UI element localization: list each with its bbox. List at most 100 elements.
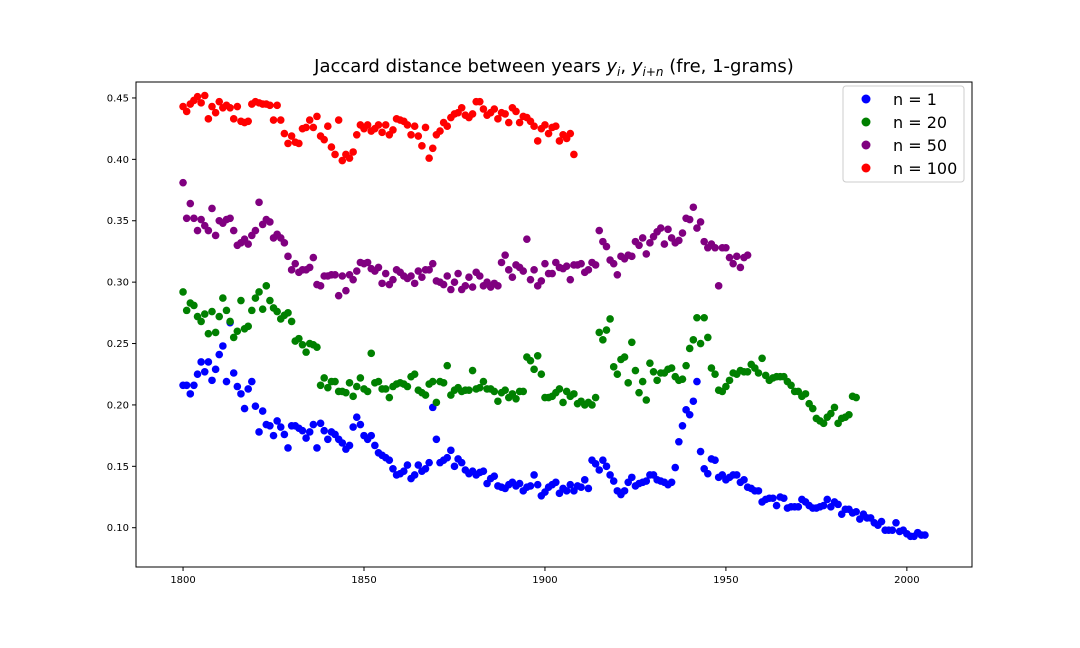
data-point — [465, 386, 473, 394]
data-point — [501, 386, 509, 394]
data-point — [287, 266, 296, 274]
data-point — [580, 476, 589, 484]
data-point — [620, 353, 629, 361]
data-point — [504, 266, 513, 274]
data-point — [501, 110, 509, 118]
data-point — [204, 358, 213, 366]
data-point — [638, 234, 647, 242]
data-point — [352, 382, 361, 391]
data-point — [182, 381, 191, 390]
data-point — [248, 377, 256, 386]
data-point — [421, 464, 430, 473]
data-point — [215, 350, 224, 359]
data-point — [248, 306, 256, 315]
data-point — [591, 393, 600, 402]
data-point — [834, 500, 842, 509]
data-point — [447, 285, 455, 294]
data-point — [363, 121, 372, 129]
data-point — [646, 359, 654, 367]
data-point — [729, 259, 737, 268]
data-point — [685, 410, 694, 419]
data-point — [613, 270, 622, 279]
data-point — [819, 419, 828, 428]
data-point — [599, 456, 607, 464]
data-point — [273, 101, 281, 110]
data-point — [696, 218, 705, 226]
data-point — [667, 478, 676, 487]
y-tick-label: 0.40 — [107, 155, 129, 166]
data-point — [646, 239, 654, 247]
data-point — [754, 487, 763, 495]
data-point — [566, 275, 575, 284]
data-point — [606, 471, 614, 479]
data-point — [519, 387, 528, 396]
x-tick-label: 1950 — [713, 575, 738, 586]
data-point — [921, 531, 929, 539]
data-point — [457, 103, 466, 112]
data-point — [476, 383, 484, 392]
data-point — [352, 413, 361, 422]
data-point — [211, 328, 220, 337]
data-point — [465, 273, 473, 282]
data-point — [342, 388, 350, 397]
data-point — [624, 379, 632, 387]
data-point — [428, 144, 437, 153]
data-point — [678, 229, 687, 237]
data-point — [302, 434, 310, 442]
data-point — [324, 122, 332, 130]
data-point — [892, 519, 900, 527]
data-point — [179, 178, 187, 187]
data-point — [443, 361, 452, 370]
data-point — [349, 423, 357, 431]
legend: n = 1 n = 20 n = 50 n = 100 — [842, 85, 965, 183]
data-point — [447, 446, 455, 455]
data-point — [316, 419, 325, 428]
data-point — [356, 374, 365, 382]
data-point — [410, 122, 419, 130]
data-point — [381, 269, 390, 278]
data-point — [819, 501, 828, 510]
data-point — [555, 385, 564, 393]
data-point — [338, 439, 347, 447]
data-point — [685, 215, 694, 224]
legend-label-n1: n = 1 — [893, 90, 937, 109]
data-point — [609, 477, 618, 485]
data-point — [208, 307, 216, 316]
data-point — [222, 306, 231, 315]
data-point — [367, 349, 376, 358]
data-point — [331, 377, 339, 386]
data-point — [490, 472, 499, 480]
data-point — [229, 333, 238, 342]
data-point — [240, 404, 249, 413]
data-point — [562, 487, 571, 495]
data-point — [226, 214, 234, 223]
data-point — [584, 266, 593, 274]
data-point — [533, 137, 542, 145]
x-tick-label: 2000 — [894, 575, 919, 586]
data-point — [266, 218, 274, 226]
data-point — [269, 431, 278, 440]
data-point — [334, 291, 343, 300]
data-point — [678, 375, 687, 383]
data-point — [689, 336, 698, 344]
data-point — [602, 462, 611, 471]
data-point — [595, 226, 604, 235]
data-point — [345, 154, 354, 162]
data-point — [519, 267, 528, 275]
data-point — [530, 471, 538, 479]
data-point — [649, 367, 658, 376]
data-point — [356, 420, 365, 429]
legend-marker-n50 — [861, 140, 871, 150]
data-point — [215, 97, 224, 106]
data-point — [537, 277, 546, 285]
data-point — [389, 464, 397, 473]
data-point — [233, 102, 242, 111]
data-point — [552, 122, 560, 130]
data-point — [428, 377, 437, 386]
data-point — [628, 252, 636, 261]
data-point — [631, 366, 640, 375]
data-point — [334, 116, 343, 124]
data-point — [197, 215, 205, 224]
data-point — [197, 317, 205, 326]
data-point — [494, 397, 502, 406]
